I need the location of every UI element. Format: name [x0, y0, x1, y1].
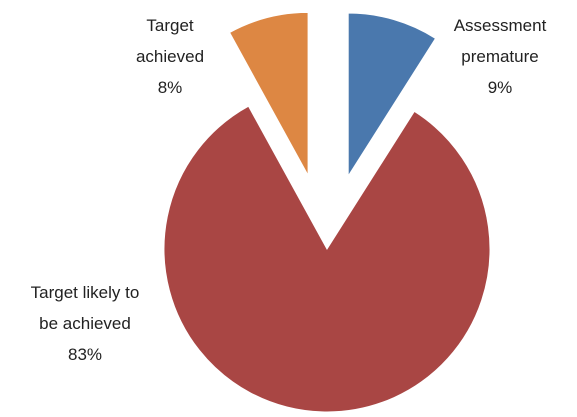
value-label: 83% — [67, 345, 103, 364]
value-label: 8% — [157, 78, 183, 97]
category-label: Target likely to be achieved — [30, 283, 140, 333]
pie-slice — [163, 105, 491, 413]
slice-label: Target likely to be achieved 83% — [30, 277, 140, 370]
slice-label: Target achieved 8% — [120, 10, 220, 103]
pie-slice — [347, 12, 437, 178]
pie-slice — [228, 11, 309, 176]
category-label: Assessment premature — [453, 16, 547, 66]
slice-label: Assessment premature 9% — [440, 10, 560, 103]
category-label: Target achieved — [135, 16, 205, 66]
value-label: 9% — [487, 78, 513, 97]
